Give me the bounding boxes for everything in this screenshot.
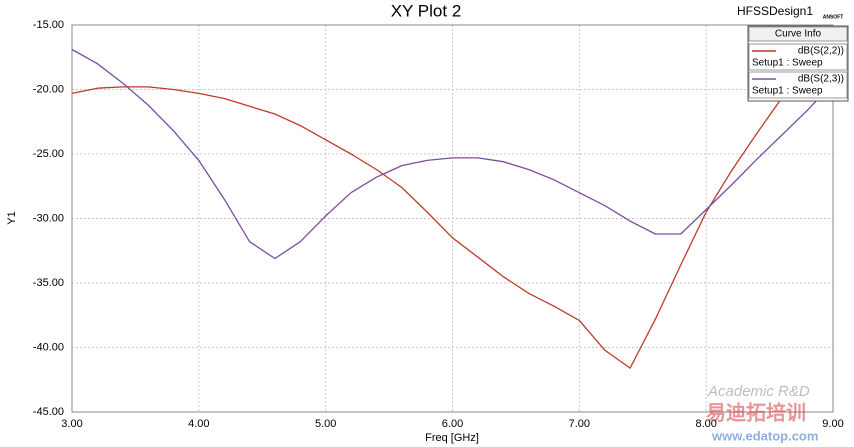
x-tick-label: 6.00	[442, 418, 463, 430]
x-tick-label: 8.00	[695, 418, 716, 430]
design-name: HFSSDesign1	[737, 4, 813, 18]
y-tick-label: -30.00	[33, 212, 64, 224]
legend-setup: Setup1 : Sweep	[752, 58, 823, 69]
x-axis-label: Freq [GHz]	[425, 432, 479, 444]
series-line	[71, 41, 834, 369]
x-tick-label: 4.00	[188, 418, 209, 430]
y-tick-label: -15.00	[33, 19, 64, 31]
y-tick-label: -25.00	[33, 148, 64, 160]
x-tick-label: 3.00	[61, 418, 82, 430]
legend-header	[748, 26, 848, 42]
series-line	[71, 48, 834, 260]
plot-frame	[71, 24, 834, 413]
y-axis-label: Y1	[6, 211, 18, 224]
legend-label: dB(S(2,3))	[798, 74, 844, 85]
legend-entry-box	[748, 71, 848, 99]
legend-label: dB(S(2,2))	[798, 46, 844, 57]
y-tick-label: -45.00	[33, 406, 64, 418]
y-tick-label: -35.00	[33, 277, 64, 289]
chart-title: XY Plot 2	[391, 1, 462, 20]
x-tick-label: 7.00	[569, 418, 590, 430]
x-tick-label: 5.00	[315, 418, 336, 430]
legend-setup: Setup1 : Sweep	[752, 86, 823, 97]
legend-title: Curve Info	[775, 29, 822, 40]
watermark-text: www.edatop.com	[711, 428, 818, 443]
logo: ANSOFT	[823, 14, 844, 20]
watermark-text: 易迪拓培训	[706, 400, 806, 424]
y-tick-label: -20.00	[33, 83, 64, 95]
x-tick-label: 9.00	[822, 418, 843, 430]
watermark-text: Academic R&D	[707, 383, 810, 400]
legend-entry-box	[748, 43, 848, 71]
y-tick-label: -40.00	[33, 341, 64, 353]
watermark: Academic R&D 易迪拓培训 www.edatop.com	[706, 383, 818, 443]
